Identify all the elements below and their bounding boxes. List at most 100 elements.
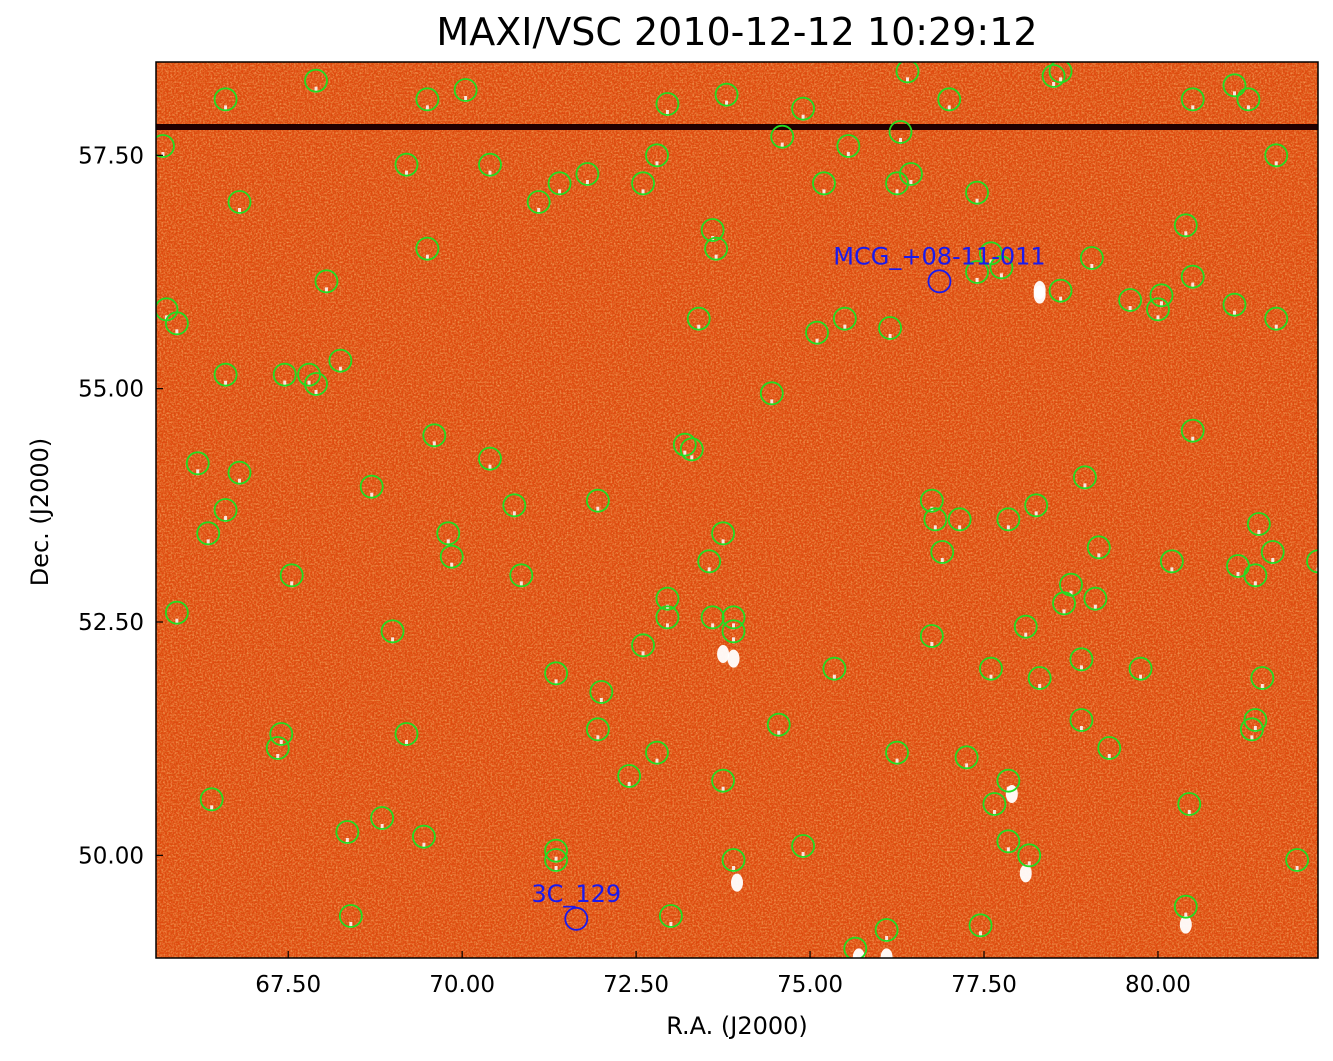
x-tick-label: 80.00 xyxy=(1125,972,1191,998)
source-pixel xyxy=(558,189,562,196)
source-pixel xyxy=(1233,91,1237,98)
catalog-source-circle xyxy=(721,619,746,644)
source-pixel xyxy=(279,740,283,746)
target-label: MCG_+08-11-011 xyxy=(833,242,1045,270)
source-pixel xyxy=(425,254,429,261)
catalog-source-circle xyxy=(227,460,252,485)
catalog-source-circle xyxy=(996,507,1021,532)
catalog-source-circle xyxy=(885,740,909,765)
source-pixel xyxy=(1253,581,1257,588)
catalog-source-circle xyxy=(544,661,568,686)
source-pixel xyxy=(450,562,454,569)
source-pixel xyxy=(1253,726,1257,732)
catalog-source-circle xyxy=(585,717,610,742)
bright-spot xyxy=(731,873,743,892)
catalog-source-circle xyxy=(1069,647,1094,672)
catalog-source-circle xyxy=(156,134,175,158)
catalog-source-circle xyxy=(791,96,816,121)
source-pixel xyxy=(175,618,179,625)
source-pixel xyxy=(307,380,311,387)
catalog-source-circle xyxy=(1073,465,1097,490)
source-pixel xyxy=(196,469,200,476)
catalog-source-circle xyxy=(1180,264,1205,289)
source-pixel xyxy=(999,273,1003,280)
source-pixel xyxy=(780,142,784,149)
source-pixel xyxy=(697,324,701,331)
catalog-source-circle xyxy=(509,563,534,588)
source-pixel xyxy=(714,254,718,261)
source-pixel xyxy=(1059,296,1063,303)
catalog-source-circle xyxy=(930,540,955,564)
catalog-source-circle xyxy=(832,306,857,331)
source-pixel xyxy=(599,698,603,704)
catalog-source-circle xyxy=(1180,418,1205,443)
source-pixel xyxy=(979,931,983,938)
catalog-source-circle xyxy=(996,829,1021,854)
source-pixel xyxy=(665,604,669,611)
source-pixel xyxy=(721,539,725,546)
catalog-source-circle xyxy=(1264,143,1289,168)
catalog-source-circle xyxy=(585,488,610,513)
catalog-source-circle xyxy=(1306,549,1318,574)
source-pixel xyxy=(1191,282,1195,289)
source-pixel xyxy=(391,637,395,644)
catalog-source-circle xyxy=(1243,708,1268,732)
catalog-source-circle xyxy=(919,624,944,648)
catalog-source-circle xyxy=(478,152,502,177)
source-pixel xyxy=(1128,306,1132,312)
catalog-source-circle xyxy=(885,171,909,196)
catalog-source-circle xyxy=(589,680,614,704)
catalog-source-circle xyxy=(164,600,189,625)
source-pixel xyxy=(224,105,228,112)
source-pixel xyxy=(596,735,600,742)
x-tick-label: 70.00 xyxy=(429,972,495,998)
source-pixel xyxy=(1250,735,1254,742)
source-pixel xyxy=(1069,590,1073,597)
source-pixel xyxy=(1187,810,1191,816)
bright-spot xyxy=(1033,285,1046,304)
source-pixel xyxy=(732,637,736,644)
source-pixel xyxy=(1083,483,1087,490)
catalog-source-circle xyxy=(878,316,902,340)
catalog-source-circle xyxy=(1118,288,1143,312)
catalog-source-circle xyxy=(655,586,680,611)
catalog-source-circle xyxy=(989,255,1014,280)
catalog-source-circle xyxy=(1149,283,1174,308)
source-pixel xyxy=(1052,82,1056,88)
catalog-source-circle xyxy=(164,311,189,336)
chart-title: MAXI/VSC 2010-12-12 10:29:12 xyxy=(436,10,1038,54)
catalog-source-circle xyxy=(1041,64,1066,88)
source-pixel xyxy=(989,674,993,681)
catalog-source-circle xyxy=(1243,563,1268,588)
source-pixel xyxy=(1079,726,1083,732)
source-pixel xyxy=(446,539,450,546)
catalog-source-circle xyxy=(1173,213,1198,238)
source-pixel xyxy=(843,324,847,331)
catalog-source-circle xyxy=(822,656,847,681)
source-pixel xyxy=(888,334,892,340)
source-pixel xyxy=(777,730,781,737)
source-pixel xyxy=(324,287,328,294)
source-pixel xyxy=(1006,525,1010,532)
source-pixel xyxy=(554,856,558,863)
catalog-source-circle xyxy=(227,190,252,214)
detector-stripe xyxy=(156,124,1318,130)
source-pixel xyxy=(1079,665,1083,672)
catalog-source-circle xyxy=(704,236,729,261)
source-pixel xyxy=(314,390,318,396)
catalog-source-circle xyxy=(645,143,669,168)
catalog-source-circle xyxy=(954,745,979,770)
source-pixel xyxy=(422,842,426,849)
catalog-source-circle xyxy=(272,362,297,387)
catalog-source-circle xyxy=(380,619,405,644)
source-pixel xyxy=(853,954,857,958)
catalog-source-circle xyxy=(965,180,989,205)
catalog-source-circle xyxy=(453,78,478,102)
source-pixel xyxy=(1260,684,1264,690)
source-pixel xyxy=(1059,77,1063,84)
source-pixel xyxy=(1246,105,1250,112)
source-pixel xyxy=(669,922,673,928)
source-pixel xyxy=(314,86,318,93)
catalog-source-circle xyxy=(265,736,290,760)
